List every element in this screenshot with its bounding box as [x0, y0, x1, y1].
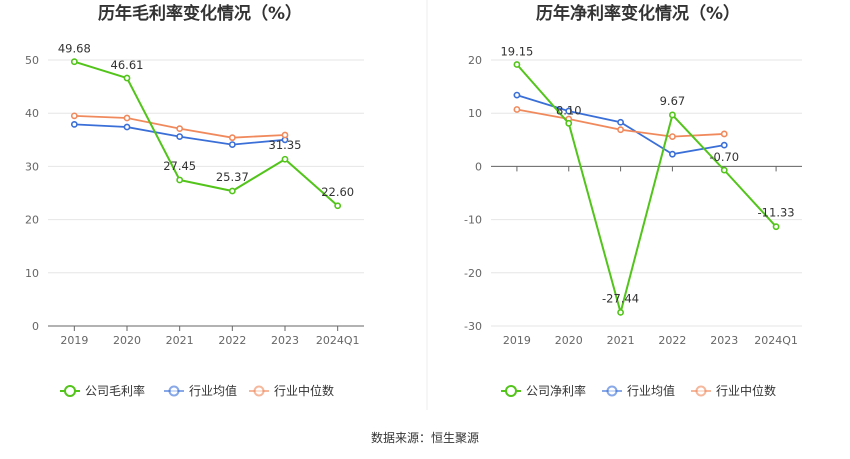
data-label: -0.70	[709, 150, 739, 164]
net-margin-chart: -30 -20 -10 0 10 20 2019 2020 2021 2022 2023 2024Q1…	[464, 45, 802, 398]
y-tick-label: -10	[464, 214, 482, 227]
data-point-company	[176, 176, 184, 184]
data-label: 27.45	[163, 159, 196, 173]
x-tick-label: 2022	[658, 334, 686, 347]
data-point-company	[772, 223, 780, 231]
data-point-avg	[123, 123, 131, 131]
data-label: 31.35	[269, 138, 302, 152]
data-point-median	[176, 125, 184, 133]
legend-label-median: 行业中位数	[716, 383, 776, 398]
data-point-median	[281, 131, 289, 139]
legend-marker-median	[253, 385, 265, 397]
data-label: 19.15	[500, 45, 533, 59]
y-tick-label: 20	[468, 54, 482, 67]
data-point-company	[720, 166, 728, 174]
data-point-median	[513, 106, 521, 113]
legend-label-company: 公司毛利率	[85, 383, 145, 398]
legend-marker-avg	[606, 385, 618, 397]
chart-title-net-margin: 历年净利率变化情况（%）	[536, 3, 740, 24]
data-point-avg	[720, 141, 728, 149]
data-point-median	[228, 134, 236, 142]
data-label: 22.60	[321, 185, 354, 199]
data-point-median	[669, 133, 676, 141]
data-point-company	[513, 61, 521, 68]
y-tick-label: -30	[464, 320, 482, 333]
data-point-median	[617, 126, 624, 134]
data-point-avg	[565, 107, 573, 115]
x-tick-label: 2019	[60, 334, 88, 347]
y-tick-label: 20	[25, 214, 39, 227]
y-tick-label: 0	[32, 320, 39, 333]
x-tick-label: 2021	[607, 334, 635, 347]
y-tick-label: 50	[25, 54, 39, 67]
x-tick-label: 2020	[555, 334, 583, 347]
data-point-avg	[176, 133, 184, 141]
x-tick-label: 2019	[503, 334, 531, 347]
legend-label-median: 行业中位数	[274, 383, 334, 398]
data-label: 25.37	[216, 170, 249, 184]
chart-title-gross-margin: 历年毛利率变化情况（%）	[98, 3, 302, 24]
x-tick-label: 2024Q1	[316, 334, 360, 347]
y-tick-label: 40	[25, 107, 39, 120]
legend-label-avg: 行业均值	[627, 383, 675, 398]
legend-marker-avg	[168, 385, 180, 397]
x-tick-label: 2020	[113, 334, 141, 347]
x-tick-label: 2022	[218, 334, 246, 347]
data-label: 46.61	[111, 58, 144, 72]
data-label: 8.10	[556, 103, 582, 117]
legend-label-avg: 行业均值	[189, 383, 237, 398]
data-label: 49.68	[58, 42, 91, 56]
data-point-median	[123, 114, 131, 122]
data-point-median	[720, 130, 728, 138]
gross-margin-chart: 0 10 20 30 40 50 2019 2020 2021 2022 2023 2024Q1 49.…	[25, 42, 364, 398]
y-tick-label: 30	[25, 160, 39, 173]
legend-marker-company	[64, 385, 76, 397]
data-point-company	[669, 111, 676, 119]
source-note: 数据来源：恒生聚源	[371, 430, 479, 445]
data-point-avg	[70, 120, 78, 128]
series-line-company	[74, 60, 339, 207]
data-label: -27.44	[602, 291, 639, 305]
data-point-company	[70, 58, 78, 66]
x-tick-label: 2023	[710, 334, 738, 347]
data-point-median	[70, 112, 78, 120]
data-point-company	[565, 119, 573, 127]
legend-marker-company	[505, 385, 517, 397]
legend-label-company: 公司净利率	[526, 383, 586, 398]
x-tick-label: 2023	[271, 334, 299, 347]
data-label: 9.67	[660, 94, 686, 108]
data-point-avg	[513, 91, 521, 99]
data-point-company	[617, 308, 624, 316]
data-point-company	[228, 187, 236, 195]
y-tick-label: 10	[25, 267, 39, 280]
data-point-avg	[617, 118, 624, 126]
x-tick-label: 2021	[166, 334, 194, 347]
data-label: -11.33	[758, 206, 795, 220]
y-tick-label: -20	[464, 267, 482, 280]
data-point-company	[281, 155, 289, 163]
data-point-company	[334, 202, 342, 210]
series-line-company	[516, 63, 777, 317]
legend-marker-median	[695, 385, 707, 397]
data-point-avg	[228, 141, 236, 148]
y-tick-label: 10	[468, 107, 482, 120]
data-point-company	[123, 74, 131, 82]
y-tick-label: 0	[475, 160, 482, 173]
data-point-avg	[669, 150, 676, 158]
x-tick-label: 2024Q1	[754, 334, 798, 347]
